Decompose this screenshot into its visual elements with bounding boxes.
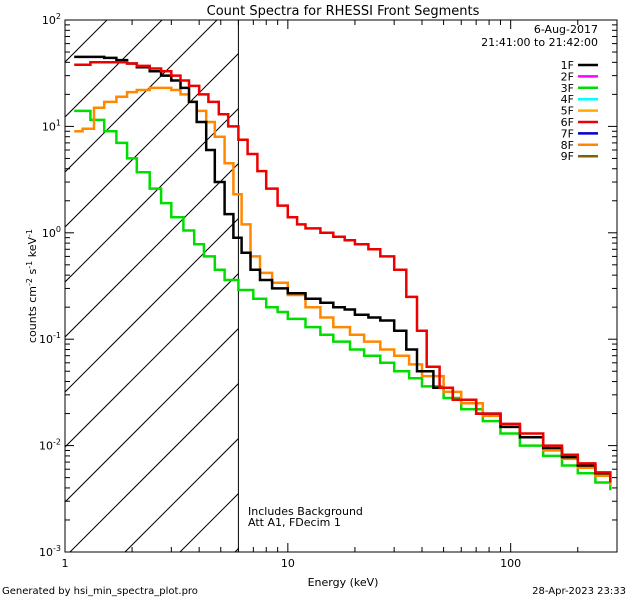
chart-title: Count Spectra for RHESSI Front Segments [207, 4, 480, 19]
footer-timestamp: 28-Apr-2023 23:33 [532, 586, 626, 597]
legend-label: 5F [561, 105, 574, 118]
legend-label: 7F [561, 127, 574, 140]
y-tick-label: 101 [42, 118, 61, 133]
legend-date: 6-Aug-2017 [534, 23, 598, 36]
y-tick-label: 102 [42, 12, 61, 27]
legend-time-range: 21:41:00 to 21:42:00 [481, 36, 598, 49]
legend-label: 8F [561, 139, 574, 152]
hatch-line [65, 272, 239, 448]
hatch-line [124, 437, 239, 552]
y-tick-label: 10-2 [39, 438, 61, 453]
legend-label: 4F [561, 93, 574, 106]
series-3F [74, 109, 612, 491]
x-tick-label: 1 [62, 557, 69, 570]
annotation-attenuator: Att A1, FDecim 1 [248, 516, 341, 529]
hatch-line [65, 327, 239, 503]
series-1F [74, 55, 612, 483]
legend-label: 6F [561, 116, 574, 129]
legend-label: 3F [561, 82, 574, 95]
hatch-line [65, 52, 239, 228]
legend-label: 9F [561, 150, 574, 163]
series-8F [74, 86, 612, 486]
legend-label: 2F [561, 70, 574, 83]
hatch-line [65, 162, 239, 338]
y-axis-label: counts cm-2 s-1 keV-1 [25, 229, 39, 343]
background-shaded-region [0, 0, 640, 552]
hatch-line [65, 217, 239, 393]
plot-frame [64, 19, 618, 553]
legend-label: 1F [561, 59, 574, 72]
legend: 6-Aug-2017 21:41:00 to 21:42:00 1F2F3F4F… [481, 23, 598, 163]
y-tick-label: 10-3 [39, 544, 61, 559]
series-group [74, 55, 612, 491]
series-6F [74, 61, 612, 483]
y-tick-label: 10-1 [39, 331, 61, 346]
x-axis-label: Energy (keV) [308, 576, 379, 589]
hatch-line [65, 107, 239, 283]
hatch-line [69, 382, 239, 552]
x-tick-label: 10 [281, 557, 295, 570]
hatch-line [65, 20, 108, 63]
hatch-line [65, 20, 163, 118]
hatch-line [65, 20, 218, 173]
x-tick-label: 100 [500, 557, 521, 570]
annotation-background: Includes Background [248, 505, 363, 518]
hatch-line [290, 0, 640, 552]
hatch-line [0, 0, 120, 552]
y-tick-label: 100 [42, 225, 61, 240]
axis-ticks: 1 10 100 10-3 10-2 10-1 100 101 102 [39, 12, 618, 570]
hatch-line [234, 547, 239, 552]
footer-generated-by: Generated by hsi_min_spectra_plot.pro [2, 586, 198, 597]
